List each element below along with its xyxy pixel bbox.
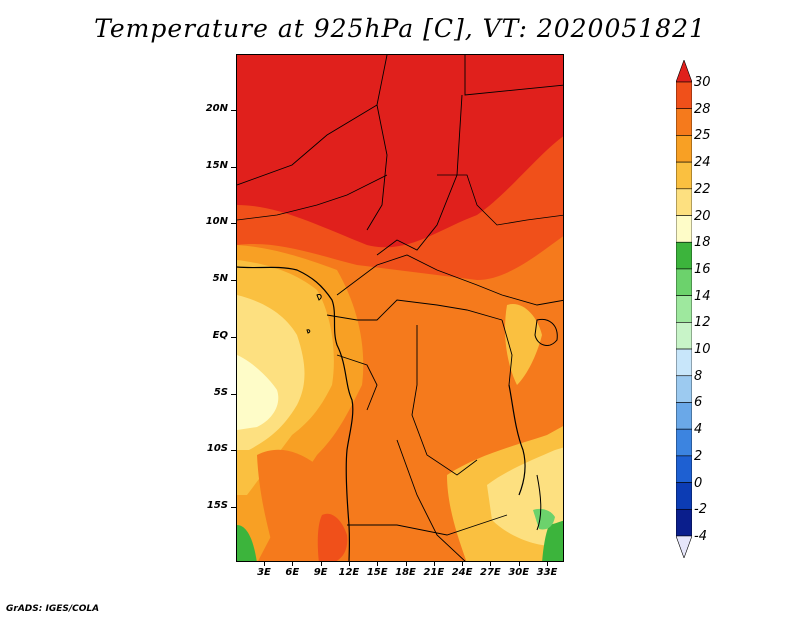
lon-label: 3E: [257, 567, 271, 578]
colorbar-label: 20: [694, 208, 711, 224]
temperature-map: [236, 54, 564, 562]
lon-label: 24E: [451, 567, 473, 578]
lon-label: 12E: [338, 567, 360, 578]
chart-title: Temperature at 925hPa [C], VT: 202005182…: [94, 14, 706, 43]
colorbar-label: 4: [694, 422, 703, 438]
colorbar-segment: [676, 508, 692, 537]
colorbar-segment: [676, 428, 692, 457]
colorbar-segment: [676, 108, 692, 136]
colorbar-bottom-arrow: [676, 535, 692, 558]
colorbar-segment: [676, 215, 692, 243]
colorbar-label: 25: [694, 128, 711, 144]
lat-label: 5N: [212, 273, 228, 285]
colorbar-label: 28: [694, 101, 711, 117]
lat-tick: [231, 450, 236, 452]
lat-tick: [231, 110, 236, 111]
colorbar-label: -2: [694, 502, 707, 518]
coastal-islands: [306, 294, 322, 334]
lat-tick: [231, 506, 236, 508]
colorbar-label: 18: [694, 235, 711, 251]
colorbar-segment: [676, 455, 692, 483]
field-band-green-se: [542, 520, 563, 561]
lake-victoria: [534, 318, 558, 346]
coastline: [237, 266, 354, 561]
colorbar-label: 22: [694, 181, 711, 197]
colorbar-label: 30: [694, 75, 711, 90]
lat-label: 15N: [205, 159, 228, 171]
lat-tick: [231, 280, 236, 282]
lat-label: 10N: [205, 216, 228, 228]
colorbar-top-arrow: [676, 60, 692, 83]
colorbar-label: 8: [694, 368, 703, 384]
colorbar: [676, 60, 692, 558]
lon-label: 33E: [536, 567, 558, 578]
lat-label: 5S: [213, 386, 228, 398]
colorbar-segment: [676, 268, 692, 296]
field-band-sw-hot: [317, 513, 348, 561]
lon-label: 6E: [285, 567, 300, 578]
colorbar-label: 6: [694, 395, 703, 411]
colorbar-label: 14: [694, 288, 711, 304]
colorbar-segment: [676, 402, 692, 430]
colorbar-segment: [676, 188, 692, 216]
lat-tick: [231, 166, 236, 168]
lon-tick: [518, 562, 520, 566]
lon-tick: [490, 562, 492, 566]
lon-label: 9E: [313, 567, 328, 578]
colorbar-label: 0: [694, 475, 703, 491]
field-band-18: [237, 355, 279, 430]
colorbar-label: 24: [694, 155, 711, 171]
lon-label: 15E: [366, 567, 388, 578]
lon-tick: [292, 562, 294, 566]
lat-tick: [231, 393, 236, 395]
colorbar-segment: [676, 135, 692, 163]
lake-malawi: [536, 474, 542, 531]
lake-tanganyika: [508, 384, 526, 496]
colorbar-label: 16: [694, 261, 711, 277]
colorbar-label: -4: [694, 529, 707, 544]
colorbar-segment: [676, 375, 692, 403]
lon-tick: [377, 562, 379, 566]
country-borders: [237, 55, 563, 561]
colorbar-label: 12: [694, 315, 711, 331]
lon-label: 27E: [480, 567, 501, 578]
lon-tick: [348, 562, 350, 566]
colorbar-segment: [676, 241, 692, 270]
colorbar-segment: [676, 161, 692, 190]
footer-credit: GrADS: IGES/COLA: [6, 604, 100, 614]
lat-label: 20N: [205, 103, 228, 114]
colorbar-segment: [676, 81, 692, 110]
lat-tick: [231, 223, 236, 225]
lat-label: 15S: [206, 499, 228, 511]
colorbar-segment: [676, 482, 692, 510]
colorbar-label: 10: [694, 342, 711, 358]
lon-label: 21E: [423, 567, 445, 578]
field-band-east-22: [505, 304, 542, 385]
lon-tick: [320, 562, 322, 566]
field-band-green-sw: [237, 525, 257, 561]
colorbar-segment: [676, 322, 692, 350]
lon-tick: [264, 562, 265, 566]
lon-tick: [547, 562, 548, 566]
lon-tick: [462, 562, 464, 566]
lat-tick: [231, 336, 236, 338]
lat-label: EQ: [212, 329, 228, 341]
lon-label: 18E: [395, 567, 416, 578]
sahara-borders: [237, 174, 563, 226]
lat-label: 10S: [206, 443, 228, 455]
lon-tick: [405, 562, 407, 566]
lon-label: 30E: [508, 567, 530, 578]
colorbar-segment: [676, 348, 692, 377]
lon-tick: [433, 562, 435, 566]
colorbar-label: 2: [694, 448, 703, 464]
colorbar-segment: [676, 295, 692, 323]
